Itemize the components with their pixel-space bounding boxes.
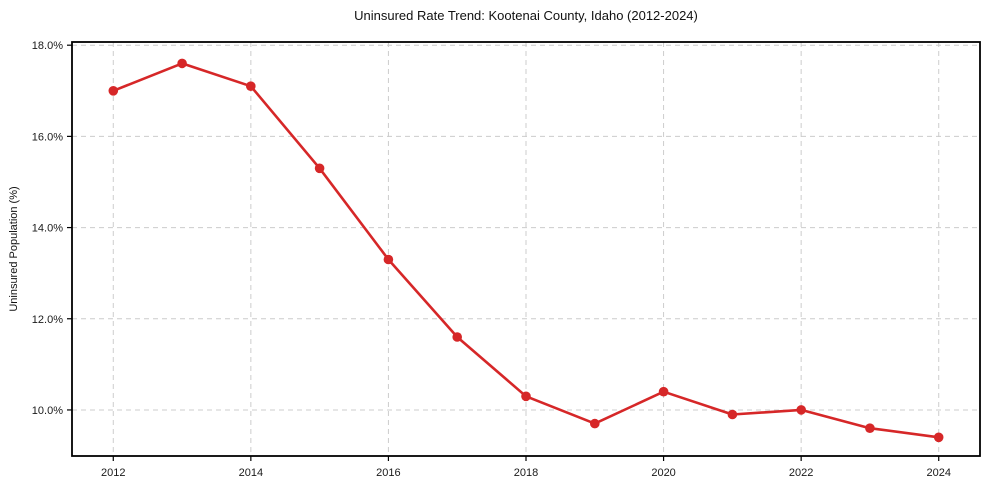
y-tick-label: 12.0% (32, 314, 63, 326)
x-tick-label: 2018 (514, 467, 538, 479)
plot-border (71, 41, 981, 457)
x-tick-label: 2020 (651, 467, 675, 479)
y-tick-label: 18.0% (32, 40, 63, 52)
data-point-marker (314, 163, 325, 174)
x-tick-label: 2012 (101, 467, 125, 479)
data-point-marker (246, 81, 256, 91)
x-tick-label: 2016 (376, 467, 400, 479)
x-tick-label: 2024 (926, 467, 950, 479)
y-tick-label: 10.0% (32, 405, 63, 417)
data-point-marker (865, 423, 875, 434)
x-tick-label: 2022 (789, 467, 813, 479)
x-tick-label: 2014 (239, 467, 263, 479)
data-point-marker (521, 391, 531, 402)
data-point-marker (177, 58, 187, 69)
data-point-marker (452, 332, 463, 342)
data-point-marker (108, 86, 119, 96)
y-tick-label: 16.0% (32, 131, 63, 143)
chart-title: Uninsured Rate Trend: Kootenai County, I… (354, 8, 698, 23)
data-point-marker (590, 418, 600, 429)
y-axis-label: Uninsured Population (%) (8, 186, 20, 312)
y-tick-label: 14.0% (32, 223, 63, 235)
data-point-marker (727, 409, 738, 420)
data-point-marker (796, 405, 806, 415)
data-point-marker (383, 254, 394, 265)
data-point-marker (933, 432, 944, 443)
data-point-marker (658, 386, 669, 397)
